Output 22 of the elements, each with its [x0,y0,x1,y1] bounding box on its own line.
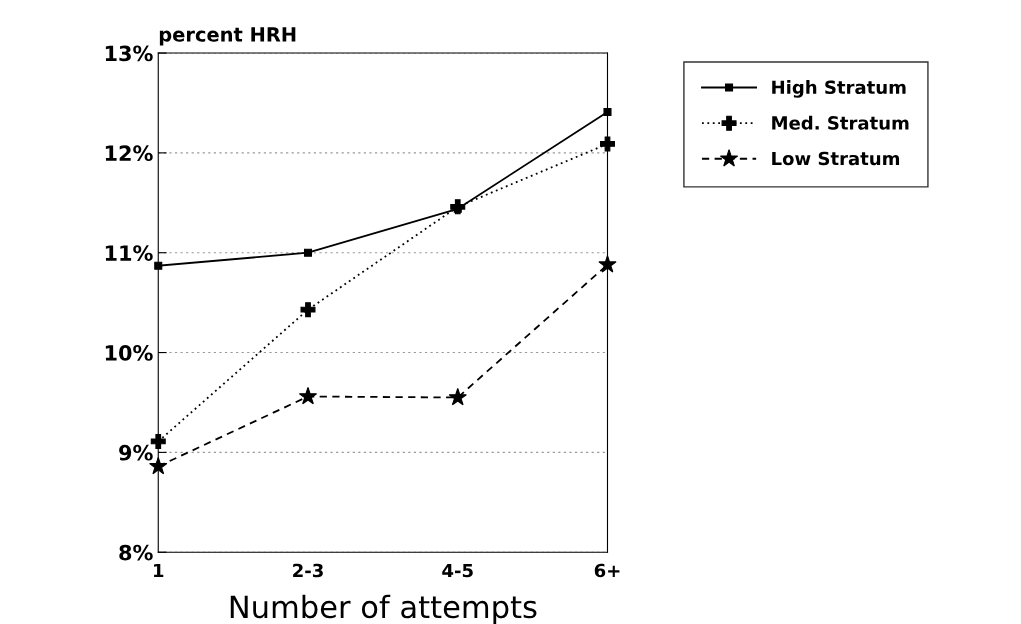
y-axis-title: percent HRH [159,27,296,46]
x-tick-label: 4-5 [442,563,473,578]
y-tick-label: 9% [119,444,153,461]
x-tick-label: 6+ [594,563,620,578]
point [598,255,617,273]
point [448,387,467,406]
x-tick-label: 2-3 [293,563,323,578]
y-tick-label: 11% [105,245,153,261]
point [300,302,316,318]
x-axis-title: Number of attempts [230,594,537,624]
legend-label: High Stratum [772,80,906,98]
point [298,386,318,405]
y-tick-label: 8% [119,544,153,561]
y-tick-label: 13% [105,45,153,62]
point [303,248,313,257]
legend-label: Med. Stratum [772,115,909,130]
legend-label: Low Stratum [772,151,900,166]
y-tick-label: 10% [105,345,153,361]
x-tick-label: 1 [154,563,164,578]
point [450,199,466,215]
point [603,107,612,116]
y-tick-label: 12% [105,145,153,162]
